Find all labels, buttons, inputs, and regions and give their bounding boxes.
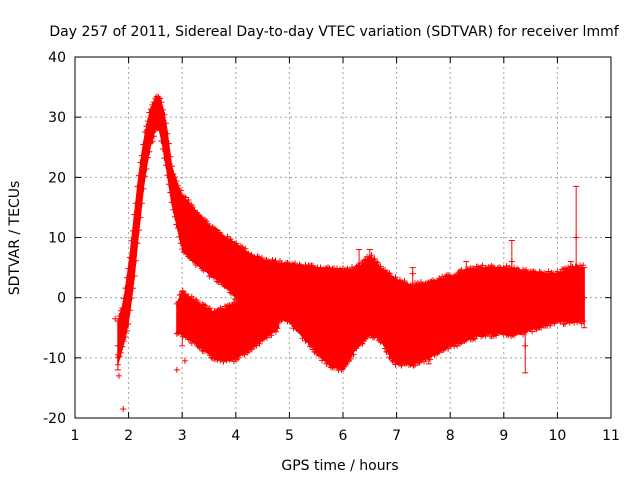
x-tick-label: 3 xyxy=(178,428,187,444)
x-tick-label: 5 xyxy=(285,428,294,444)
error-bar-point xyxy=(409,270,416,277)
y-tick-label: 40 xyxy=(48,50,66,66)
x-tick-label: 2 xyxy=(124,428,133,444)
x-tick-label: 11 xyxy=(602,428,620,444)
x-tick-label: 9 xyxy=(499,428,508,444)
error-bar-point xyxy=(508,258,515,265)
secondary-markers xyxy=(173,284,281,365)
error-bar-point xyxy=(356,264,363,271)
x-axis-label: GPS time / hours xyxy=(281,458,398,474)
error-bar-point xyxy=(114,354,121,361)
outlier-point xyxy=(176,303,183,310)
error-bar-point xyxy=(425,342,432,349)
error-bar-point xyxy=(366,264,373,271)
y-tick-label: 20 xyxy=(48,170,66,186)
error-bar-point xyxy=(522,342,529,349)
x-tick-label: 10 xyxy=(548,428,566,444)
error-bar-point xyxy=(463,276,470,283)
error-bar-point xyxy=(573,234,580,241)
error-bar-point xyxy=(179,318,186,325)
y-tick-label: -10 xyxy=(43,351,66,367)
tick-layer: 1 2 3 4 5 6 7 8 9 10 11 -20 -10 0 10 20 30 40 xyxy=(43,50,620,444)
y-axis-label: SDTVAR / TECUs xyxy=(7,181,23,296)
outlier-point xyxy=(115,372,122,379)
y-tick-label: 0 xyxy=(57,291,66,307)
error-bar-point xyxy=(567,282,574,289)
x-tick-label: 7 xyxy=(392,428,401,444)
data-layer xyxy=(112,93,588,412)
y-tick-label: 30 xyxy=(48,110,66,126)
outlier-point xyxy=(173,366,180,373)
y-tick-label: -20 xyxy=(43,411,66,427)
outlier-point xyxy=(120,405,127,412)
x-tick-label: 1 xyxy=(71,428,80,444)
x-tick-label: 6 xyxy=(339,428,348,444)
chart-title: Day 257 of 2011, Sidereal Day-to-day VTE… xyxy=(49,24,619,40)
x-tick-label: 4 xyxy=(231,428,240,444)
outlier-point xyxy=(112,315,119,322)
y-tick-label: 10 xyxy=(48,231,66,247)
error-bar-point xyxy=(581,294,588,301)
x-tick-label: 8 xyxy=(446,428,455,444)
outlier-point xyxy=(181,357,188,364)
